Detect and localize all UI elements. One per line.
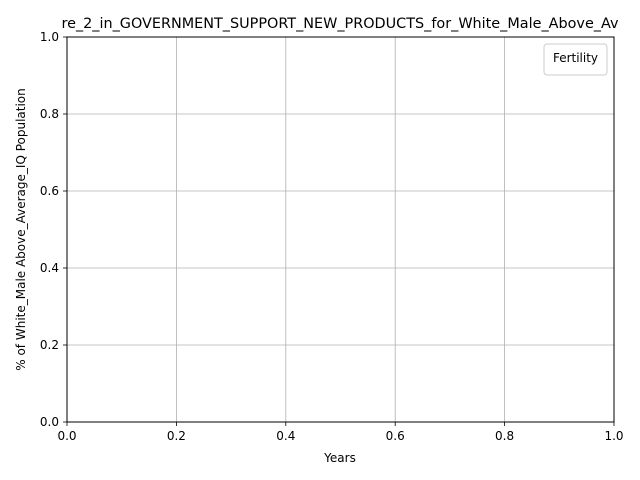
y-axis: 0.0 0.2 0.4 0.6 0.8 1.0 bbox=[40, 30, 67, 429]
chart-title: re_2_in_GOVERNMENT_SUPPORT_NEW_PRODUCTS_… bbox=[61, 16, 619, 32]
y-tick-label: 1.0 bbox=[40, 30, 59, 44]
y-tick-label: 0.0 bbox=[40, 415, 59, 429]
x-axis-label: Years bbox=[323, 451, 356, 465]
legend-box bbox=[543, 43, 608, 76]
y-tick-label: 0.2 bbox=[40, 338, 59, 352]
y-tick-label: 0.8 bbox=[40, 107, 59, 121]
x-tick-label: 0.8 bbox=[495, 429, 514, 443]
x-tick-label: 0.2 bbox=[167, 429, 186, 443]
grid-lines bbox=[66, 36, 615, 423]
y-tick-label: 0.4 bbox=[40, 261, 59, 275]
legend: Fertility bbox=[543, 43, 608, 76]
x-axis: 0.0 0.2 0.4 0.6 0.8 1.0 bbox=[57, 422, 624, 443]
x-tick-label: 0.4 bbox=[276, 429, 295, 443]
legend-title: Fertility bbox=[553, 51, 598, 65]
y-axis-label: % of White_Male Above_Average_IQ Populat… bbox=[14, 88, 28, 371]
plot-frame bbox=[66, 36, 615, 423]
x-tick-label: 1.0 bbox=[604, 429, 623, 443]
x-tick-label: 0.6 bbox=[386, 429, 405, 443]
y-tick-label: 0.6 bbox=[40, 184, 59, 198]
x-tick-label: 0.0 bbox=[57, 429, 76, 443]
